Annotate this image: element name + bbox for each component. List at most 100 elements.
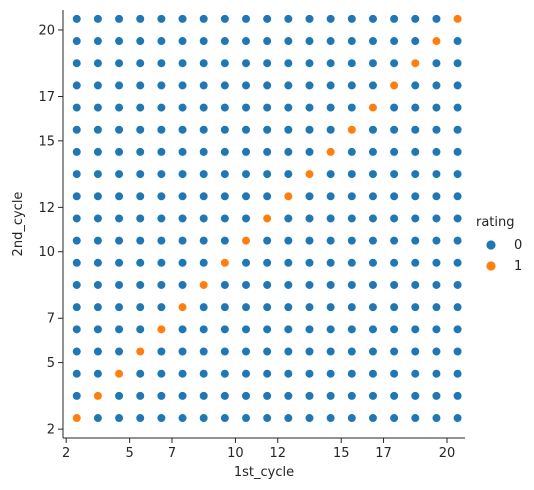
point-rating-0	[220, 80, 230, 90]
point-rating-0	[135, 302, 145, 312]
point-rating-1	[304, 169, 315, 179]
point-rating-0	[199, 346, 209, 357]
point-rating-0	[410, 391, 420, 401]
x-tick-label: 20	[439, 446, 456, 461]
point-rating-0	[389, 346, 399, 357]
point-rating-0	[431, 147, 442, 157]
point-rating-0	[326, 302, 336, 312]
point-rating-1	[220, 258, 230, 268]
point-rating-0	[452, 147, 463, 157]
point-rating-0	[93, 169, 103, 179]
point-rating-0	[72, 58, 82, 68]
point-rating-0	[177, 213, 188, 224]
point-rating-1	[431, 36, 442, 46]
x-tick-label: 2	[62, 446, 70, 461]
legend-marker-1	[485, 260, 497, 272]
point-rating-0	[135, 280, 145, 290]
point-rating-0	[452, 36, 463, 46]
point-rating-0	[389, 324, 399, 334]
point-rating-0	[241, 125, 251, 135]
point-rating-0	[114, 213, 124, 224]
point-rating-0	[220, 36, 230, 46]
point-rating-0	[452, 191, 463, 201]
point-rating-0	[114, 413, 124, 423]
point-rating-0	[326, 191, 336, 201]
y-tick-label: 10	[38, 245, 55, 260]
point-rating-0	[72, 213, 82, 224]
point-rating-0	[177, 147, 188, 157]
point-rating-0	[262, 258, 272, 268]
point-rating-0	[241, 302, 251, 312]
point-rating-0	[72, 302, 82, 312]
point-rating-0	[347, 191, 357, 201]
point-rating-0	[368, 391, 378, 401]
point-rating-0	[241, 147, 251, 157]
point-rating-0	[431, 413, 442, 423]
point-rating-0	[114, 346, 124, 357]
point-rating-0	[326, 14, 336, 24]
point-rating-0	[326, 80, 336, 90]
point-rating-0	[410, 169, 420, 179]
point-rating-0	[72, 14, 82, 24]
point-rating-0	[93, 102, 103, 113]
legend-title: rating	[476, 215, 515, 230]
point-rating-0	[72, 258, 82, 268]
point-rating-0	[389, 58, 399, 68]
point-rating-0	[368, 58, 378, 68]
point-rating-0	[368, 147, 378, 157]
y-tick-label: 7	[47, 312, 55, 327]
point-rating-0	[326, 36, 336, 46]
point-rating-0	[368, 369, 378, 379]
point-rating-0	[156, 280, 166, 290]
point-rating-0	[347, 369, 357, 379]
point-rating-0	[410, 102, 420, 113]
point-rating-0	[304, 324, 315, 334]
point-rating-0	[241, 280, 251, 290]
point-rating-0	[283, 169, 293, 179]
y-ticks: 2 5 7 10 12 15 17 20	[38, 23, 63, 438]
point-rating-0	[241, 191, 251, 201]
point-rating-0	[135, 169, 145, 179]
point-rating-0	[431, 324, 442, 334]
point-rating-1	[368, 102, 378, 113]
point-rating-0	[199, 36, 209, 46]
point-rating-0	[452, 258, 463, 268]
point-rating-0	[241, 58, 251, 68]
point-rating-0	[262, 169, 272, 179]
point-rating-1	[156, 324, 166, 334]
point-rating-0	[410, 125, 420, 135]
point-rating-0	[156, 36, 166, 46]
point-rating-0	[452, 324, 463, 334]
point-rating-0	[410, 346, 420, 357]
legend-marker-0	[485, 239, 497, 251]
point-rating-0	[241, 324, 251, 334]
point-rating-0	[93, 413, 103, 423]
point-rating-0	[114, 258, 124, 268]
point-rating-0	[262, 413, 272, 423]
point-rating-0	[368, 324, 378, 334]
point-rating-0	[304, 125, 315, 135]
point-rating-0	[135, 102, 145, 113]
point-rating-0	[135, 147, 145, 157]
point-rating-0	[283, 36, 293, 46]
point-rating-0	[72, 280, 82, 290]
point-rating-0	[199, 147, 209, 157]
point-rating-0	[72, 102, 82, 113]
point-rating-0	[452, 413, 463, 423]
legend-label-1: 1	[514, 259, 522, 274]
point-rating-0	[72, 36, 82, 46]
point-rating-0	[220, 14, 230, 24]
point-rating-0	[389, 236, 399, 246]
point-rating-0	[220, 369, 230, 379]
point-rating-0	[72, 125, 82, 135]
point-rating-0	[135, 213, 145, 224]
point-rating-0	[262, 369, 272, 379]
point-rating-0	[72, 324, 82, 334]
point-rating-0	[326, 58, 336, 68]
point-rating-0	[452, 102, 463, 113]
point-rating-0	[389, 125, 399, 135]
point-rating-0	[431, 258, 442, 268]
point-rating-0	[410, 191, 420, 201]
point-rating-0	[262, 58, 272, 68]
point-rating-0	[389, 36, 399, 46]
